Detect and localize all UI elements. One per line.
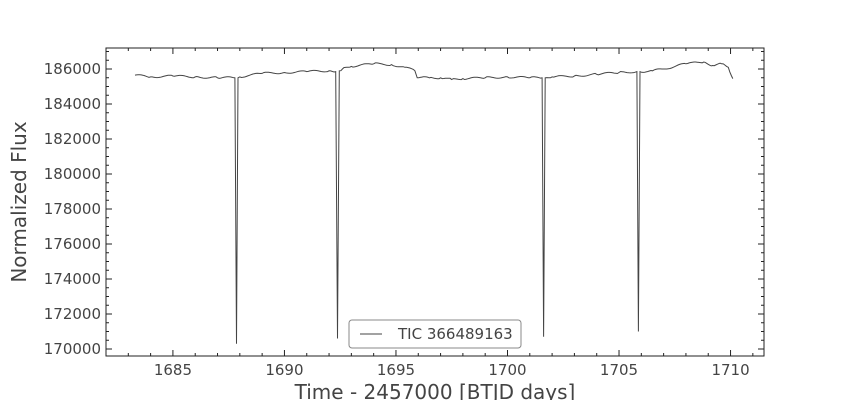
y-tick-label: 178000 xyxy=(44,200,101,218)
series-line xyxy=(134,61,734,344)
y-tick-label: 184000 xyxy=(44,95,101,113)
x-tick-label: 1690 xyxy=(265,361,303,379)
plot-area xyxy=(106,48,764,356)
x-axis-label: Time - 2457000 [BTJD days] xyxy=(294,380,576,400)
legend-label: TIC 366489163 xyxy=(397,325,513,343)
y-tick-label: 180000 xyxy=(44,165,101,183)
y-tick-label: 186000 xyxy=(44,60,101,78)
x-tick-label: 1700 xyxy=(488,361,526,379)
series-layer xyxy=(134,61,734,344)
y-tick-label: 170000 xyxy=(44,340,101,358)
y-tick-label: 182000 xyxy=(44,130,101,148)
axis-tick-labels: 1685 1690 1695 1700 1705 1710 170000 172000 1740… xyxy=(44,60,750,379)
legend: TIC 366489163 xyxy=(348,319,522,349)
x-tick-label: 1685 xyxy=(154,361,192,379)
y-tick-label: 176000 xyxy=(44,235,101,253)
y-axis-label: Normalized Flux xyxy=(7,121,31,283)
x-tick-label: 1710 xyxy=(711,361,749,379)
x-tick-label: 1705 xyxy=(600,361,638,379)
plot-frame xyxy=(105,47,765,357)
y-tick-label: 174000 xyxy=(44,270,101,288)
x-tick-label: 1695 xyxy=(377,361,415,379)
y-tick-label: 172000 xyxy=(44,305,101,323)
legend-box xyxy=(348,319,522,349)
